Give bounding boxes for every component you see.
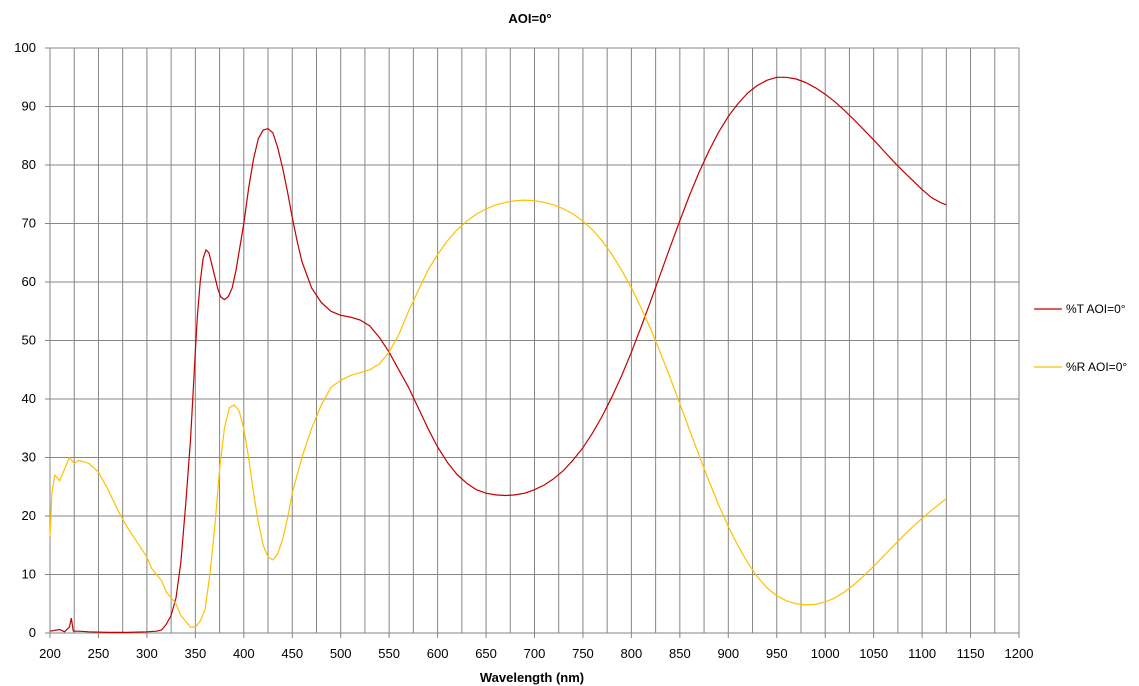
series-line-2	[49, 199, 947, 628]
y-tick-label: 40	[22, 391, 36, 406]
grid	[49, 47, 1020, 634]
x-tick-label: 250	[88, 646, 110, 661]
x-axis-label: Wavelength (nm)	[480, 670, 584, 685]
x-tick-label: 900	[717, 646, 739, 661]
y-tick-label: 60	[22, 274, 36, 289]
y-tick-label: 90	[22, 99, 36, 114]
x-tick-label: 500	[330, 646, 352, 661]
y-tick-label: 100	[14, 40, 36, 55]
legend: %T AOI=0° %R AOI=0°	[1034, 302, 1127, 374]
series-line-1	[49, 76, 947, 633]
x-tick-label: 750	[572, 646, 594, 661]
x-tick-label: 300	[136, 646, 158, 661]
x-axis-ticks: 200 250 300 350 400 450 500 550 600 650 700 750 800 8…	[39, 633, 1033, 661]
y-tick-label: 80	[22, 157, 36, 172]
x-tick-label: 600	[427, 646, 449, 661]
x-tick-label: 850	[669, 646, 691, 661]
x-tick-label: 200	[39, 646, 61, 661]
x-tick-label: 550	[378, 646, 400, 661]
legend-label-2: %R AOI=0°	[1066, 360, 1127, 374]
series-lines	[49, 76, 947, 633]
x-tick-label: 350	[184, 646, 206, 661]
legend-label-1: %T AOI=0°	[1066, 302, 1126, 316]
y-tick-label: 30	[22, 450, 36, 465]
x-tick-label: 1050	[859, 646, 888, 661]
x-tick-label: 1000	[811, 646, 840, 661]
y-tick-label: 20	[22, 508, 36, 523]
y-tick-label: 0	[29, 625, 36, 640]
x-tick-label: 800	[621, 646, 643, 661]
y-axis-ticks: 0 10 20 30 40 50 60 70 80 90 100	[14, 40, 50, 640]
y-tick-label: 50	[22, 333, 36, 348]
x-tick-label: 950	[766, 646, 788, 661]
x-tick-label: 1100	[908, 646, 936, 661]
y-tick-label: 70	[22, 216, 36, 231]
x-tick-label: 400	[233, 646, 255, 661]
y-tick-label: 10	[22, 567, 36, 582]
x-tick-label: 1200	[1005, 646, 1034, 661]
x-tick-label: 450	[281, 646, 303, 661]
x-tick-label: 1150	[957, 646, 985, 661]
x-tick-label: 700	[524, 646, 546, 661]
x-tick-label: 650	[475, 646, 497, 661]
chart-title: AOI=0°	[508, 11, 551, 26]
